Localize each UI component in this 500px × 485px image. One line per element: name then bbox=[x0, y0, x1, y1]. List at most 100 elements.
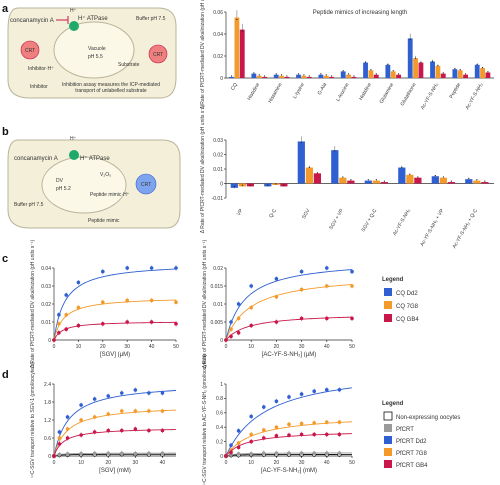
chart-c-left-point-1-6 bbox=[149, 298, 154, 303]
chart-d-left-point-4-3 bbox=[79, 433, 83, 437]
chart-d-right-ytick-label-5: 1 bbox=[220, 382, 223, 388]
chart-c-left-xtick-label-3: 30 bbox=[124, 344, 130, 350]
chart-c-right-point-0-4 bbox=[274, 277, 279, 281]
chart-b-ytick-label-0: -0.01 bbox=[212, 196, 224, 202]
chart-a-dot-3-1 bbox=[303, 74, 305, 76]
vacuole-a bbox=[53, 21, 135, 79]
chart-b-bar-2-0 bbox=[297, 141, 305, 184]
chart-a-dot-10-0 bbox=[454, 68, 456, 70]
chart-d-left-point-3-8 bbox=[147, 409, 151, 413]
chart-c-right-curve-2 bbox=[225, 316, 353, 341]
chart-d-right-point-3-6 bbox=[287, 422, 291, 427]
chart-a-dot-6-0 bbox=[364, 61, 367, 63]
chart-a-bar-8-0 bbox=[407, 38, 413, 78]
chart-b-dot-4-2 bbox=[383, 180, 385, 182]
chart-b-bar-4-0 bbox=[364, 180, 372, 184]
chart-d-right-point-3-10 bbox=[337, 420, 342, 424]
chart-a-bar-1-1 bbox=[256, 75, 262, 78]
chart-a: 0 0.02 0.04 0.06 Δ Rate of PfCRT-mediated DV… bbox=[200, 0, 494, 111]
chart-c-left-point-1-7 bbox=[174, 300, 178, 305]
chart-b-ylabel: Δ Rate of PfCRT-mediated DV alkalinizati… bbox=[200, 104, 206, 233]
chart-a-bar-10-0 bbox=[452, 69, 458, 78]
inhibitor-name-b: concanamycin A bbox=[14, 156, 58, 162]
chart-a-xtick-label-1: Histidine bbox=[246, 82, 261, 102]
chart-d-left-point-1-5 bbox=[106, 451, 111, 456]
chart-a-dot-1-2 bbox=[263, 75, 266, 77]
chart-c-left-point-2-2 bbox=[64, 327, 68, 332]
chart-c-left-xtick-label-4: 40 bbox=[149, 344, 155, 350]
chart-d-right-xlabel: [AC-YF-S-NH₂] (mM) bbox=[261, 468, 317, 474]
chart-a-bar-2-2 bbox=[284, 76, 290, 78]
chart-c-left-point-2-1 bbox=[57, 331, 61, 335]
chart-b-bar-5-0 bbox=[398, 167, 406, 184]
chart-d-right-point-1-7 bbox=[299, 451, 304, 455]
chart-a-dot-2-0 bbox=[275, 73, 277, 75]
chart-b-dot-2-0 bbox=[300, 141, 302, 144]
chart-d-left-point-4-2 bbox=[65, 436, 70, 440]
chart-d-left-point-4-1 bbox=[57, 442, 62, 446]
chart-a-bar-6-2 bbox=[373, 74, 379, 78]
chart-d-right-point-2-6 bbox=[287, 395, 291, 399]
chart-b-xtick-label-0: VP bbox=[236, 207, 245, 216]
chart-d-right-point-1-9 bbox=[325, 451, 329, 455]
chart-d-right-point-4-5 bbox=[274, 434, 279, 438]
chart-d-left-point-4-4 bbox=[92, 430, 97, 434]
chart-d-left-point-2-8 bbox=[147, 391, 151, 395]
chart-d-left-point-3-9 bbox=[160, 409, 165, 413]
chart-a-xtick-label-9: Ac-YF-S-NH₂ bbox=[420, 82, 440, 111]
pump-label-b: H⁺ ATPase bbox=[80, 155, 110, 162]
chart-c-right: 0 0.005 0.01 0.015 0.02 0 10 20 30 40 50 [AC-YF-S-N… bbox=[202, 239, 355, 368]
chart-c-right-point-0-6 bbox=[325, 266, 329, 270]
chart-c-left-point-0-2 bbox=[64, 293, 68, 297]
chart-a-dot-7-1 bbox=[392, 70, 394, 72]
chart-a-bar-6-1 bbox=[368, 70, 374, 78]
chart-c-right-point-2-4 bbox=[274, 320, 279, 324]
chart-d-right-point-4-2 bbox=[236, 445, 241, 450]
chart-c-right-point-2-2 bbox=[236, 331, 241, 335]
chart-a-bar-8-2 bbox=[418, 62, 424, 78]
chart-d-left-point-3-1 bbox=[57, 436, 62, 440]
chart-b-bar-7-1 bbox=[473, 180, 481, 184]
chart-b-dot-7-0 bbox=[468, 177, 470, 179]
vacuole-ph-a: pH 5.5 bbox=[88, 54, 103, 60]
chart-c-left-ytick-label-4: 0.04 bbox=[41, 266, 51, 272]
chart-b-bar-7-0 bbox=[465, 179, 473, 184]
chart-d-left-point-4-7 bbox=[133, 427, 138, 431]
chart-a-dot-1-0 bbox=[253, 72, 255, 74]
inhibitor-label-a: Inhibitor bbox=[30, 84, 48, 90]
chart-d-left-ytick-label-3: 1.8 bbox=[44, 400, 51, 406]
legend-d-swatch-4 bbox=[384, 460, 392, 468]
chart-a-xtick-label-2: Histamine bbox=[267, 82, 283, 104]
chart-d-left-point-1-3 bbox=[79, 451, 83, 456]
chart-a-dot-7-2 bbox=[397, 73, 400, 75]
chart-c-right-point-1-2 bbox=[236, 316, 241, 321]
legend-c-swatch-1 bbox=[384, 301, 392, 309]
chart-d-right-ytick-label-1: 0.2 bbox=[216, 439, 223, 445]
chart-c-left-point-1-2 bbox=[64, 313, 68, 317]
buffer-label-a: Buffer pH 7.5 bbox=[136, 16, 166, 22]
crt-label-a1: CRT bbox=[25, 48, 35, 54]
chart-b-dot-4-0 bbox=[367, 179, 369, 181]
substrate-label-a: Substrate bbox=[118, 62, 140, 68]
chart-a-dot-10-2 bbox=[464, 73, 467, 75]
chart-c-right-ytick-label-1: 0.005 bbox=[210, 320, 223, 326]
chart-d-left-curve-1 bbox=[53, 452, 176, 457]
chart-d-right-point-2-7 bbox=[299, 392, 304, 396]
chart-d-left-point-2-1 bbox=[57, 430, 62, 434]
panel-label-d: d bbox=[2, 369, 9, 381]
chart-a-dot-2-1 bbox=[280, 74, 283, 76]
vacuole-label-a: Vacuole bbox=[88, 46, 106, 52]
chart-d-left-ytick-label-0: 0 bbox=[48, 454, 51, 460]
chart-c-right-point-0-2 bbox=[236, 302, 241, 306]
chart-d-left-point-2-7 bbox=[133, 388, 138, 392]
chart-c-left-point-0-5 bbox=[125, 266, 129, 270]
chart-c-right-point-2-3 bbox=[249, 323, 253, 328]
chart-c-right-ytick-label-2: 0.01 bbox=[213, 302, 223, 308]
chart-a-ylabel: Δ Rate of PfCRT-mediated DV alkalinizati… bbox=[200, 0, 206, 109]
chart-a-dot-11-0 bbox=[476, 63, 478, 66]
chart-d-left-point-2-2 bbox=[65, 415, 70, 419]
chart-b-dot-5-0 bbox=[401, 166, 403, 168]
chart-a-bar-7-0 bbox=[385, 64, 391, 78]
chart-d-right-point-1-6 bbox=[287, 451, 291, 455]
